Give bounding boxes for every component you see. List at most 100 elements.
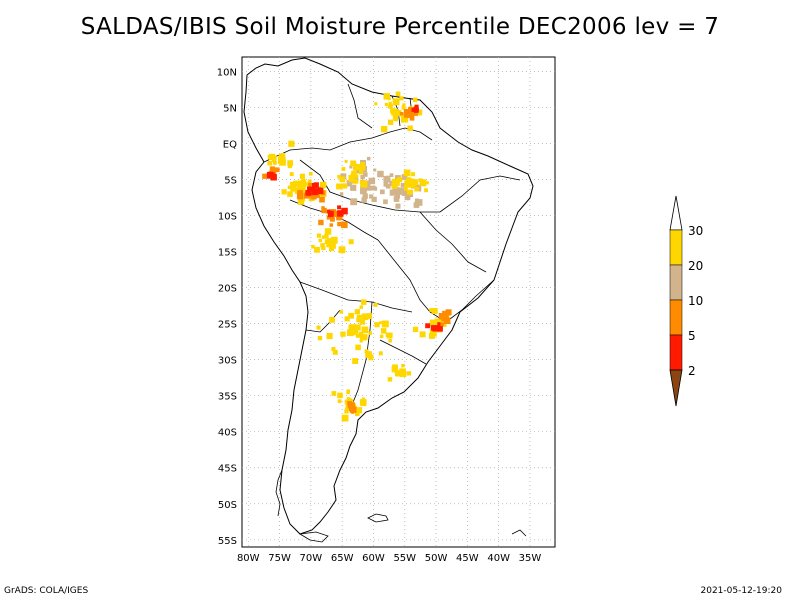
lon-tick-label: 80W — [237, 553, 260, 564]
shaded-cell — [347, 401, 352, 406]
shaded-cell — [328, 246, 334, 252]
shaded-cell — [337, 392, 343, 399]
shaded-cell — [350, 198, 358, 206]
lat-tick-label: EQ — [223, 139, 237, 150]
shaded-cell — [347, 329, 354, 337]
shaded-cell — [391, 182, 398, 189]
latitude-tick-labels: 10N 5N EQ 5S 10S 15S 20S 25S 30S 35S 40S 45S 50S 55S — [217, 67, 237, 546]
lat-tick-label: 50S — [218, 500, 237, 511]
shaded-cell — [329, 223, 333, 227]
shaded-cell — [368, 177, 376, 185]
shaded-cell — [360, 175, 365, 180]
shaded-cell — [316, 325, 321, 330]
shaded-cell — [424, 188, 428, 193]
shaded-cell — [275, 167, 280, 172]
shaded-cell — [349, 402, 355, 409]
shaded-cell — [419, 331, 426, 338]
shaded-cell — [374, 322, 380, 328]
shaded-cell — [354, 324, 361, 331]
shaded-cell — [359, 339, 363, 343]
legend-label-20: 20 — [688, 259, 703, 273]
shaded-cell — [320, 181, 327, 189]
lon-tick-label: 55W — [393, 553, 416, 564]
shaded-cell — [281, 189, 287, 195]
shaded-cell — [401, 105, 406, 110]
shaded-cell — [345, 406, 350, 411]
shaded-cell — [336, 215, 342, 221]
shaded-cell — [407, 125, 413, 131]
shaded-cell — [402, 103, 406, 107]
shaded-cell — [374, 102, 378, 106]
shaded-cell — [297, 198, 305, 205]
shaded-cell — [434, 318, 441, 325]
shaded-cell — [272, 160, 277, 165]
shaded-cell — [387, 377, 393, 382]
shaded-cell — [344, 159, 348, 163]
shaded-cell — [331, 347, 336, 352]
shaded-cell — [404, 194, 411, 201]
shaded-cell — [431, 308, 438, 314]
shaded-cell — [395, 110, 402, 117]
shaded-cell — [290, 187, 295, 192]
shaded-cell — [346, 397, 351, 402]
shaded-cell — [287, 185, 292, 190]
longitude-tick-labels: 80W 75W 70W 65W 60W 55W 50W 45W 40W 35W — [237, 553, 541, 564]
shaded-cell — [380, 328, 387, 334]
shaded-cell — [411, 172, 415, 177]
shaded-cell — [332, 349, 338, 355]
shaded-cell — [425, 181, 429, 185]
shaded-cell — [339, 192, 344, 196]
shaded-cell — [373, 302, 378, 307]
shaded-cell — [292, 180, 299, 187]
shaded-cell — [330, 216, 335, 222]
shaded-cell — [361, 313, 369, 320]
shaded-cell — [381, 126, 388, 133]
shaded-cell — [339, 216, 343, 220]
shaded-cell — [316, 233, 322, 238]
shaded-cell — [412, 326, 419, 332]
legend-top-triangle — [669, 195, 683, 231]
shaded-cell — [350, 160, 357, 167]
shaded-cell — [278, 154, 284, 159]
shaded-cell — [282, 157, 286, 161]
shaded-cell — [337, 221, 342, 227]
shaded-cell — [326, 215, 331, 220]
shaded-cell — [267, 160, 272, 166]
shaded-cell — [337, 399, 342, 404]
shaded-cell — [444, 314, 448, 318]
shaded-cell — [400, 370, 405, 375]
shaded-cell — [349, 165, 353, 169]
lon-tick-label: 65W — [331, 553, 354, 564]
shaded-cell — [312, 183, 317, 188]
shaded-cell — [409, 189, 414, 194]
legend-box-5 — [669, 334, 683, 371]
shaded-cell — [320, 243, 325, 248]
shaded-cell — [401, 174, 408, 180]
shaded-cell — [359, 170, 363, 175]
shaded-cell — [379, 321, 383, 325]
shaded-cell — [445, 309, 452, 316]
legend-label-2: 2 — [688, 364, 696, 378]
shaded-cell — [361, 301, 365, 305]
shaded-cell — [392, 178, 399, 186]
shaded-cell — [341, 183, 348, 189]
shaded-cell — [338, 246, 346, 254]
shaded-cell — [287, 163, 293, 169]
lon-tick-label: 40W — [487, 553, 510, 564]
lat-tick-label: 30S — [218, 356, 237, 367]
shaded-cell — [277, 156, 285, 164]
shaded-cell — [419, 179, 427, 187]
shaded-cell — [326, 242, 331, 248]
shaded-cell — [363, 172, 368, 177]
shaded-cell — [355, 344, 361, 351]
legend-box-30 — [669, 229, 683, 266]
shaded-cell — [394, 370, 398, 374]
shaded-cell — [309, 172, 313, 176]
lon-tick-label: 35W — [519, 553, 542, 564]
shaded-cell — [314, 188, 320, 194]
shaded-cell — [350, 173, 355, 177]
shaded-cell — [377, 170, 384, 178]
shaded-cell — [438, 313, 445, 320]
shaded-cell — [337, 205, 341, 210]
